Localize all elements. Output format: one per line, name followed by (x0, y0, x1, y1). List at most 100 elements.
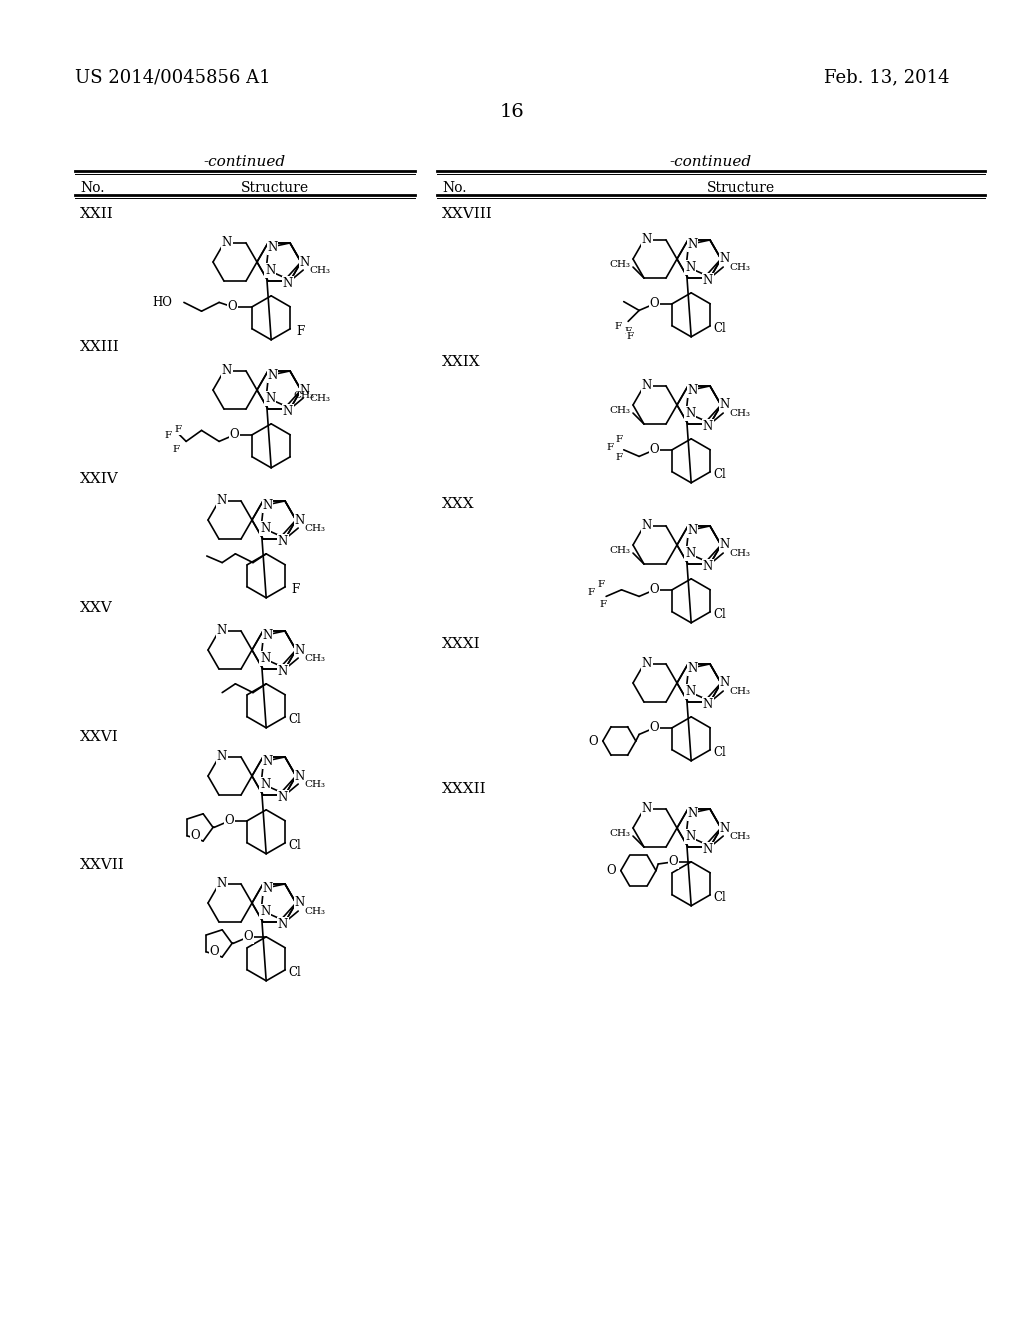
Text: N: N (217, 624, 227, 638)
Text: XXXI: XXXI (442, 638, 480, 651)
Text: N: N (262, 499, 272, 512)
Text: O: O (649, 583, 659, 597)
Text: XXII: XXII (80, 207, 114, 220)
Text: No.: No. (442, 181, 467, 195)
Text: F: F (627, 331, 634, 341)
Text: Structure: Structure (241, 181, 309, 195)
Text: N: N (687, 238, 697, 251)
Text: Feb. 13, 2014: Feb. 13, 2014 (824, 69, 950, 86)
Text: CH₃: CH₃ (309, 393, 330, 403)
Text: N: N (687, 663, 697, 675)
Text: CH₃: CH₃ (609, 405, 630, 414)
Text: CH₃: CH₃ (609, 829, 630, 838)
Text: F: F (615, 453, 623, 462)
Text: F: F (174, 425, 181, 434)
Text: N: N (262, 630, 272, 642)
Text: N: N (642, 234, 652, 247)
Text: F: F (296, 325, 304, 338)
Text: N: N (702, 842, 713, 855)
Text: N: N (283, 277, 293, 289)
Text: XXVI: XXVI (80, 730, 119, 744)
Text: N: N (267, 242, 278, 253)
Text: N: N (300, 256, 310, 268)
Text: N: N (720, 821, 730, 834)
Text: O: O (209, 945, 219, 958)
Text: CH₃: CH₃ (729, 549, 751, 557)
Text: F: F (165, 430, 172, 440)
Text: N: N (702, 420, 713, 433)
Text: Cl: Cl (289, 713, 302, 726)
Text: Cl: Cl (714, 609, 727, 622)
Text: N: N (222, 236, 232, 249)
Text: O: O (227, 301, 238, 313)
Text: F: F (588, 587, 595, 597)
Text: N: N (720, 252, 730, 265)
Text: Structure: Structure (707, 181, 775, 195)
Text: N: N (278, 917, 288, 931)
Text: F: F (614, 322, 622, 331)
Text: N: N (642, 803, 652, 816)
Text: N: N (685, 407, 695, 420)
Text: O: O (190, 829, 200, 842)
Text: Cl: Cl (714, 746, 727, 759)
Text: N: N (265, 392, 275, 405)
Text: XXVII: XXVII (80, 858, 125, 873)
Text: N: N (267, 370, 278, 381)
Text: N: N (278, 664, 288, 677)
Text: CH₃: CH₃ (304, 653, 326, 663)
Text: US 2014/0045856 A1: US 2014/0045856 A1 (75, 69, 270, 86)
Text: N: N (720, 539, 730, 552)
Text: O: O (649, 444, 659, 457)
Text: CH₃: CH₃ (729, 832, 751, 841)
Text: CH₃: CH₃ (609, 260, 630, 268)
Text: N: N (720, 399, 730, 412)
Text: F: F (173, 445, 179, 454)
Text: Cl: Cl (289, 966, 302, 979)
Text: O: O (244, 931, 253, 944)
Text: N: N (642, 520, 652, 532)
Text: N: N (702, 560, 713, 573)
Text: CH₃: CH₃ (729, 686, 751, 696)
Text: XXXII: XXXII (442, 781, 486, 796)
Text: XXIII: XXIII (80, 341, 120, 354)
Text: Cl: Cl (714, 891, 727, 904)
Text: N: N (265, 264, 275, 277)
Text: N: N (687, 807, 697, 820)
Text: F: F (600, 599, 606, 609)
Text: N: N (262, 755, 272, 768)
Text: F: F (606, 444, 613, 453)
Text: Cl: Cl (714, 469, 727, 482)
Text: O: O (606, 865, 615, 876)
Text: CH₃: CH₃ (609, 545, 630, 554)
Text: N: N (295, 770, 305, 783)
Text: O: O (649, 721, 659, 734)
Text: F: F (291, 583, 299, 597)
Text: N: N (222, 364, 232, 378)
Text: F: F (625, 327, 632, 335)
Text: N: N (260, 906, 270, 917)
Text: N: N (278, 535, 288, 548)
Text: CH₃: CH₃ (304, 907, 326, 916)
Text: XXIV: XXIV (80, 473, 119, 486)
Text: Cl: Cl (289, 840, 302, 853)
Text: F: F (598, 579, 605, 589)
Text: N: N (295, 644, 305, 656)
Text: N: N (295, 513, 305, 527)
Text: N: N (217, 495, 227, 507)
Text: N: N (685, 546, 695, 560)
Text: N: N (262, 882, 272, 895)
Text: N: N (642, 657, 652, 671)
Text: N: N (702, 273, 713, 286)
Text: N: N (642, 379, 652, 392)
Text: O: O (669, 855, 678, 869)
Text: O: O (649, 297, 659, 310)
Text: XXX: XXX (442, 498, 475, 511)
Text: N: N (687, 524, 697, 537)
Text: XXIX: XXIX (442, 355, 480, 370)
Text: 16: 16 (500, 103, 524, 121)
Text: N: N (295, 896, 305, 909)
Text: N: N (685, 261, 695, 275)
Text: CH₃: CH₃ (293, 391, 314, 400)
Text: -continued: -continued (670, 154, 752, 169)
Text: N: N (260, 521, 270, 535)
